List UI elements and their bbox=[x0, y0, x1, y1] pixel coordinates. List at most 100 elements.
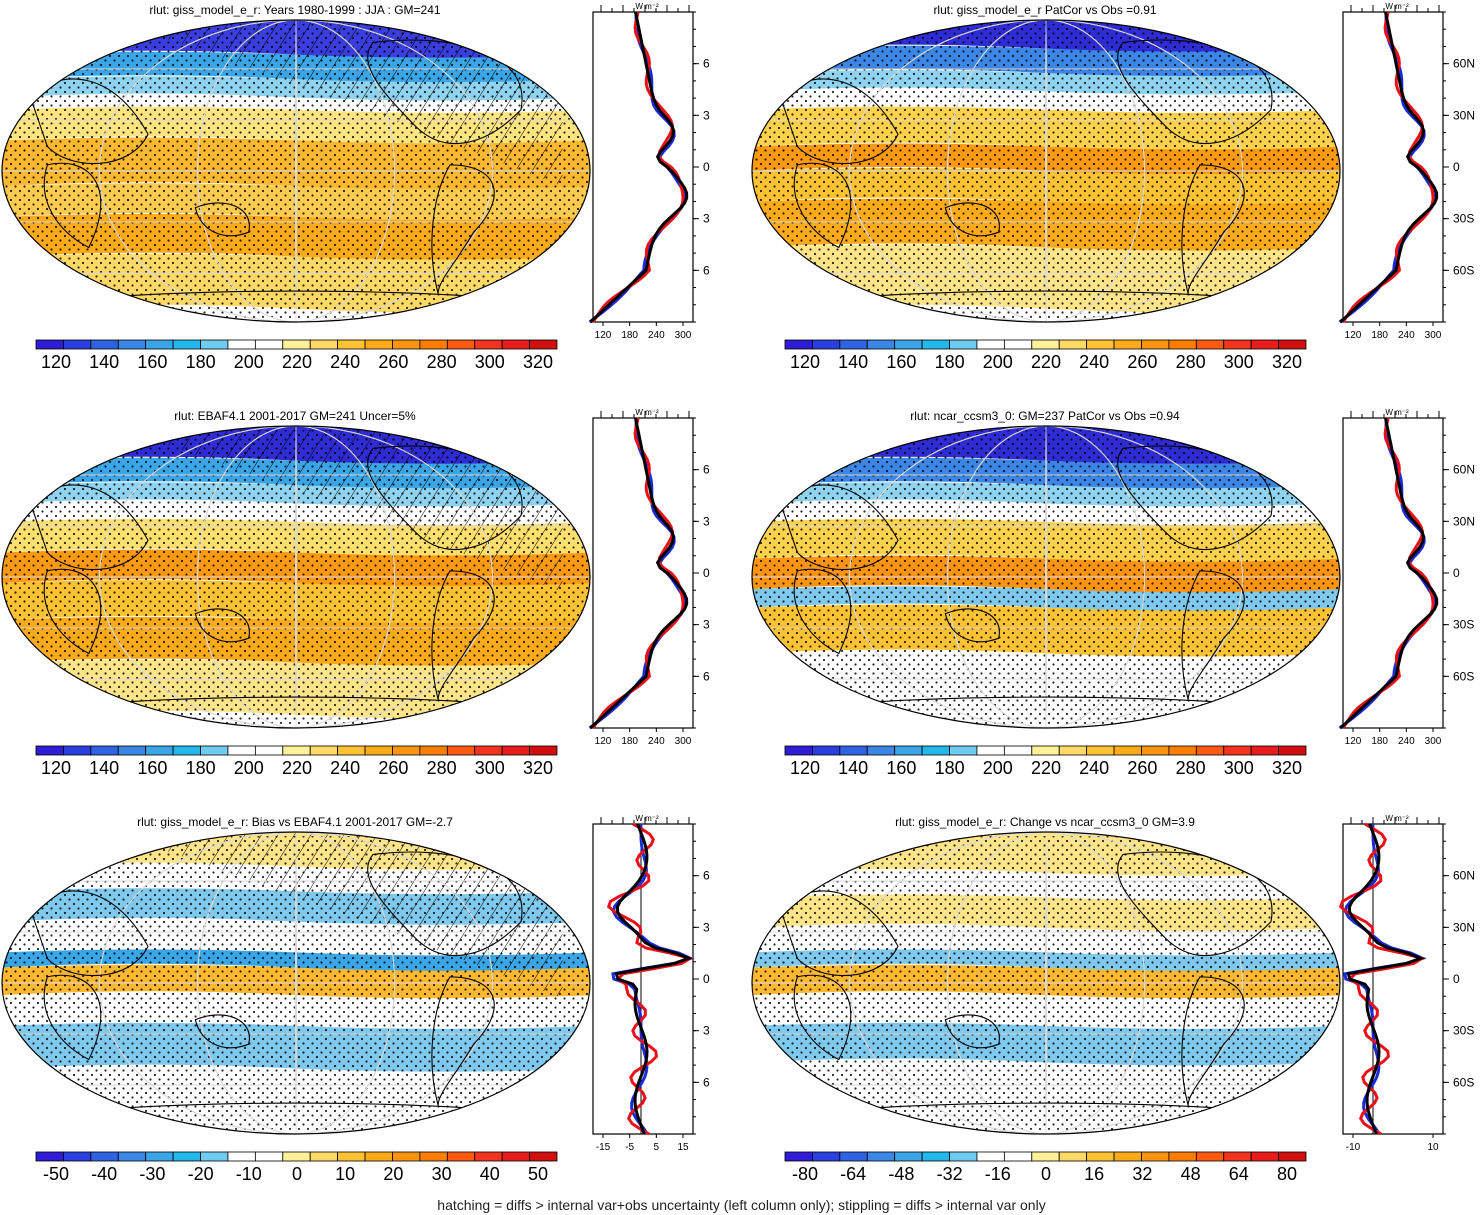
zonal-x-label: 240 bbox=[1398, 736, 1415, 747]
map-plot bbox=[751, 19, 1341, 323]
colorbar-swatch bbox=[90, 339, 119, 350]
colorbar-tick-label: 300 bbox=[474, 758, 505, 778]
colorbar-swatch bbox=[474, 339, 503, 350]
colorbar-swatch bbox=[501, 339, 530, 350]
colorbar-swatch bbox=[1031, 339, 1060, 350]
coastline bbox=[43, 162, 102, 249]
colorbar-tick-label: 50 bbox=[527, 1164, 549, 1184]
latitude-label: 30S bbox=[1453, 212, 1474, 226]
latitude-label: 30N bbox=[703, 514, 710, 528]
zonal-x-label: 5 bbox=[654, 1142, 660, 1153]
zonal-x-label: 180 bbox=[1371, 330, 1388, 341]
colorbar-tick-label: -20 bbox=[187, 1164, 214, 1184]
zonal-mean-line bbox=[591, 11, 685, 323]
colorbar-swatch bbox=[866, 745, 896, 756]
colorbar-swatch bbox=[200, 745, 229, 756]
colorbar-swatch bbox=[35, 745, 64, 756]
latitude-label: 60N bbox=[1453, 869, 1475, 883]
zonal-mean-line bbox=[591, 417, 685, 729]
colorbar-tick-label: 320 bbox=[1271, 352, 1303, 372]
colorbar-swatch bbox=[1058, 1151, 1088, 1162]
latitude-label: 60N bbox=[703, 57, 710, 71]
latitude-label: 0 bbox=[703, 972, 710, 986]
zonal-mean-line bbox=[1339, 11, 1439, 324]
latitude-label: 30N bbox=[703, 108, 710, 122]
latitude-label: 30S bbox=[703, 1024, 710, 1038]
colorbar-swatch bbox=[337, 745, 366, 756]
latitude-label: 60S bbox=[703, 1075, 710, 1089]
colorbar-tick-label: 320 bbox=[1271, 758, 1303, 778]
colorbar-swatch bbox=[474, 745, 503, 756]
colorbar-labels: -50 -40 -30 -20 -10 0 10 20 30 40 50 bbox=[35, 1164, 558, 1188]
colorbar-swatch bbox=[949, 745, 978, 756]
colorbar-tick-label: 180 bbox=[934, 352, 965, 372]
zonal-mean-line bbox=[614, 823, 693, 1135]
colorbar-swatch bbox=[1278, 745, 1307, 756]
latitude-label: 0 bbox=[1453, 972, 1460, 986]
map-title: rlut: giss_model_e_r: Bias vs EBAF4.1 20… bbox=[137, 815, 453, 829]
colorbar-tick-label: -16 bbox=[984, 1164, 1011, 1184]
colorbar-swatch bbox=[949, 339, 978, 350]
colorbar-tick-label: 260 bbox=[1127, 352, 1158, 372]
colorbar-tick-label: 300 bbox=[474, 352, 505, 372]
colorbar-swatch bbox=[35, 339, 64, 350]
colorbar-tick-label: 220 bbox=[281, 758, 313, 778]
zonal-x-label: 240 bbox=[648, 330, 665, 341]
colorbar-swatch bbox=[282, 1151, 311, 1162]
hatching bbox=[106, 20, 563, 187]
zonal-x-label: 120 bbox=[1345, 736, 1362, 747]
colorbar-swatch bbox=[1168, 745, 1197, 756]
colorbar-swatch bbox=[1113, 745, 1142, 756]
colorbar-tick-label: -10 bbox=[235, 1164, 262, 1184]
colorbar-swatch bbox=[784, 339, 813, 350]
colorbar-tick-label: 240 bbox=[330, 352, 361, 372]
colorbar-swatch bbox=[976, 339, 1005, 350]
zonal-mean-line bbox=[1343, 823, 1427, 1135]
latitude-label: 60N bbox=[703, 463, 710, 477]
latitude-label: 60N bbox=[1453, 463, 1475, 477]
latitude-label: 60S bbox=[1453, 669, 1474, 683]
colorbar-tick-label: 0 bbox=[291, 1164, 303, 1184]
coastline bbox=[778, 484, 899, 571]
colorbar-swatch bbox=[1113, 339, 1142, 350]
colorbar-tick-label: 160 bbox=[137, 352, 168, 372]
colorbar-swatch bbox=[1195, 1151, 1225, 1162]
colorbar-swatch bbox=[117, 1151, 147, 1162]
latitude-label: 60N bbox=[1453, 57, 1475, 71]
colorbar-swatch bbox=[145, 1151, 174, 1162]
zonal-x-label: 300 bbox=[675, 736, 692, 747]
colorbar-swatch bbox=[1058, 745, 1088, 756]
colorbar-swatch bbox=[419, 745, 448, 756]
colorbar-swatch bbox=[282, 339, 311, 350]
colorbar-swatch bbox=[200, 339, 229, 350]
colorbar-swatch bbox=[1031, 1151, 1060, 1162]
colorbar-tick-label: 0 bbox=[1040, 1164, 1052, 1184]
colorbar-tick-label: 30 bbox=[431, 1164, 452, 1184]
coastline bbox=[793, 162, 852, 249]
colorbar bbox=[784, 745, 1307, 756]
colorbar-swatch bbox=[1003, 339, 1033, 350]
colorbar-swatch bbox=[392, 339, 421, 350]
zonal-x-label: -5 bbox=[625, 1142, 634, 1153]
colorbar-tick-label: 280 bbox=[1175, 758, 1206, 778]
coastline bbox=[43, 568, 102, 655]
colorbar-swatch bbox=[145, 339, 174, 350]
colorbar-tick-label: -80 bbox=[791, 1164, 819, 1184]
colorbar-swatch bbox=[866, 339, 896, 350]
colorbar-swatch bbox=[90, 745, 119, 756]
zonal-x-label: -15 bbox=[596, 1142, 611, 1153]
colorbar-swatch bbox=[446, 339, 476, 350]
colorbar-swatch bbox=[921, 339, 950, 350]
zonal-x-label: 10 bbox=[1427, 1142, 1439, 1153]
graticule-meridian bbox=[947, 20, 1145, 322]
colorbar-tick-label: 260 bbox=[378, 352, 409, 372]
colorbar-tick-label: 80 bbox=[1276, 1164, 1298, 1184]
map-outline bbox=[1, 425, 591, 729]
coastline bbox=[778, 78, 899, 165]
zonal-unit-label: W m⁻² bbox=[1385, 2, 1409, 11]
map-outline bbox=[751, 831, 1341, 1135]
colorbar-swatch bbox=[1086, 339, 1115, 350]
colorbar-tick-label: 120 bbox=[789, 758, 821, 778]
coastline bbox=[194, 202, 250, 237]
colorbar-swatch bbox=[1278, 339, 1307, 350]
